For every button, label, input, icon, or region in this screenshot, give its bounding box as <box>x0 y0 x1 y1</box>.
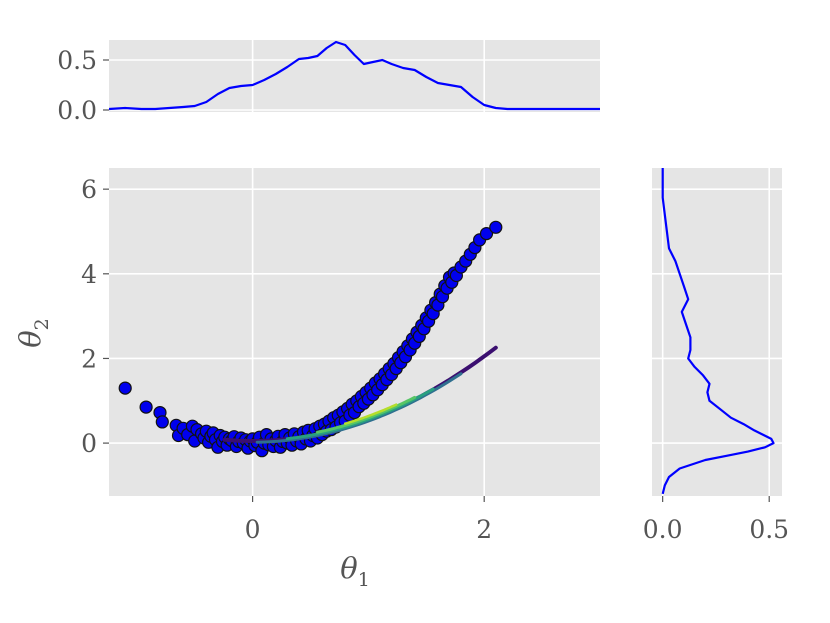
right-marginal-grid <box>652 168 782 496</box>
top-marginal-panel: 0.0 0.5 <box>57 40 600 125</box>
y-tick-label: 4 <box>81 260 97 289</box>
density-contour <box>343 403 398 425</box>
x-axis-label: θ1 <box>340 551 370 591</box>
density-contour <box>315 395 417 434</box>
y-tick-label: 6 <box>81 175 97 204</box>
top-marginal-background <box>109 40 600 112</box>
joint-grid <box>109 168 600 496</box>
scatter-point <box>479 227 494 241</box>
right-x-tick-label: 0.5 <box>749 515 789 544</box>
y-tick-label: 2 <box>81 344 97 373</box>
right-marginal-density <box>661 168 775 495</box>
x-tick-label: 2 <box>476 515 492 544</box>
scatter-point <box>118 381 132 395</box>
x-tick-label: 0 <box>245 515 261 544</box>
scatter-point <box>155 415 169 429</box>
joint-density-contours <box>222 345 498 444</box>
y-axis-label: θ2 <box>13 318 53 348</box>
top-y-tick-label: 0.0 <box>57 96 97 125</box>
scatter-point <box>139 400 153 414</box>
top-density-line <box>109 40 600 111</box>
scatter-point <box>489 220 503 234</box>
top-marginal-y-ticks: 0.0 0.5 <box>57 46 109 125</box>
density-contour <box>255 372 463 444</box>
joint-background <box>109 168 600 496</box>
density-contour <box>285 387 435 441</box>
right-marginal-x-ticks: 0.0 0.5 <box>643 496 789 544</box>
y-tick-label: 0 <box>81 429 97 458</box>
top-marginal-density <box>109 40 600 111</box>
right-density-line <box>661 168 775 495</box>
top-y-tick-label: 0.5 <box>57 46 97 75</box>
right-x-tick-label: 0.0 <box>643 515 683 544</box>
right-marginal-panel: 0.0 0.5 <box>643 168 789 544</box>
joint-y-ticks: 0 2 4 6 <box>81 175 109 458</box>
right-marginal-background <box>652 168 782 496</box>
